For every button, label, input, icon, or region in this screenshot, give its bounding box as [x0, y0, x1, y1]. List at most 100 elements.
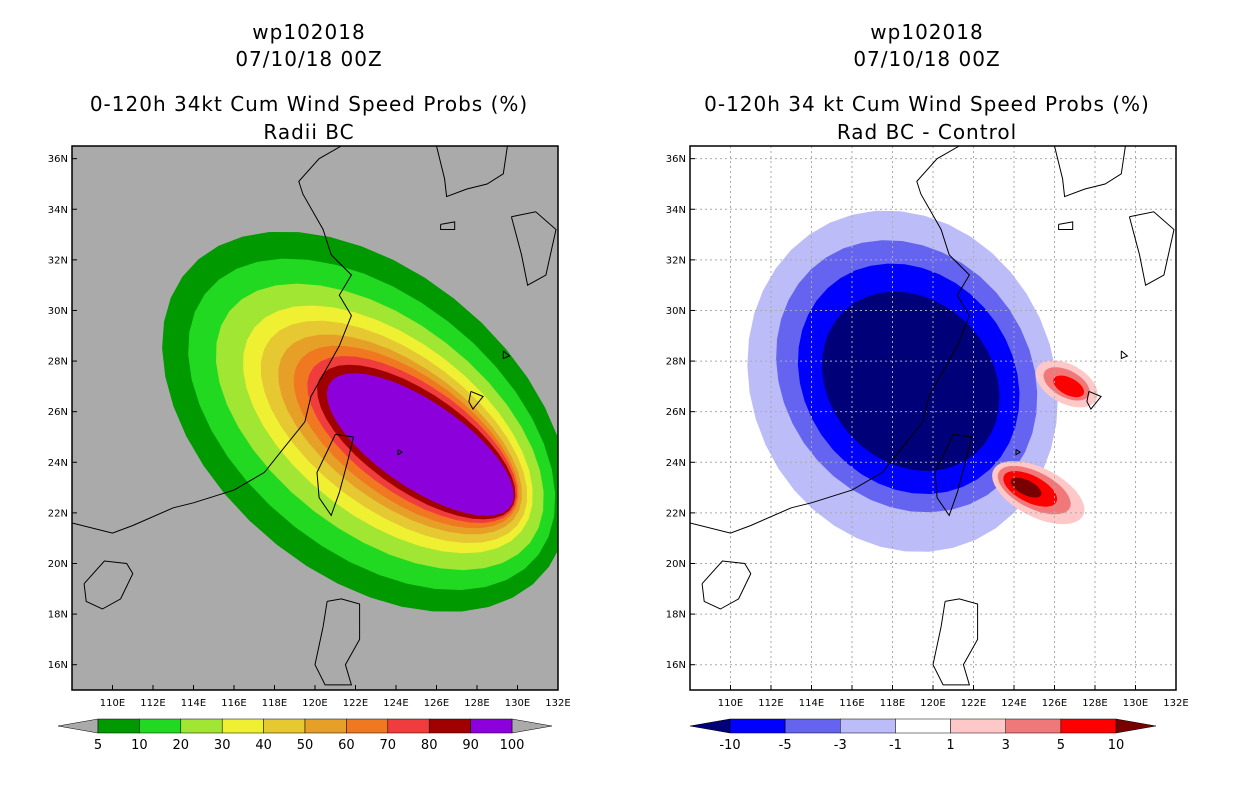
left-y-tick-label: 30N: [48, 306, 68, 317]
right-x-tick-label: 126E: [1042, 698, 1067, 709]
right-positive-contour-2: [1053, 375, 1085, 398]
right-colorbar-label: 10: [1108, 738, 1125, 753]
right-colorbar-label: 3: [1002, 738, 1010, 753]
right-title-date: 07/10/18 00Z: [853, 47, 1001, 71]
right-coastline-0: [690, 146, 971, 534]
left-y-tick-label: 36N: [48, 154, 68, 165]
right-title-product: 0-120h 34 kt Cum Wind Speed Probs (%): [704, 92, 1150, 116]
right-colorbar-label: -5: [779, 738, 792, 753]
left-colorbar-swatch: [97, 718, 140, 734]
right-x-tick-label: 132E: [1163, 698, 1188, 709]
left-colorbar-swatch: [387, 718, 430, 734]
left-x-tick-label: 128E: [464, 698, 489, 709]
right-x-tick-label: 118E: [880, 698, 905, 709]
left-colorbar-swatch: [263, 718, 306, 734]
right-x-tick-label: 124E: [1001, 698, 1026, 709]
right-y-tick-label: 32N: [666, 255, 686, 266]
right-y-tick-label: 20N: [666, 559, 686, 570]
left-panel: wp102018 07/10/18 00Z 0-120h 34kt Cum Wi…: [48, 20, 571, 753]
right-x-tick-label: 114E: [799, 698, 824, 709]
left-colorbar-swatch: [428, 718, 471, 734]
left-x-tick-label: 122E: [343, 698, 368, 709]
right-colorbar-under-arrow: [689, 718, 731, 734]
left-colorbar-label: 60: [338, 738, 355, 753]
left-colorbar-label: 20: [173, 738, 190, 753]
left-x-tick-label: 124E: [383, 698, 408, 709]
right-probability-field: [690, 146, 1176, 690]
left-map-chart: 110E 112E 114E 116E 118E 120E 122E 124E 126E 128E…: [48, 145, 571, 753]
left-contour-90: [326, 373, 514, 516]
left-colorbar-swatch: [180, 718, 223, 734]
left-y-tick-label: 28N: [48, 357, 68, 368]
left-colorbar-label: 70: [380, 738, 397, 753]
left-x-tick-label: 130E: [505, 698, 530, 709]
left-y-tick-label: 34N: [48, 205, 68, 216]
right-coastline-7: [1086, 390, 1102, 411]
left-coastline-0: [72, 146, 353, 534]
right-coastline-4: [1054, 146, 1126, 198]
left-y-tick-label: 24N: [48, 458, 68, 469]
left-x-tick-label: 110E: [100, 698, 125, 709]
right-colorbar-over-arrow: [1115, 718, 1157, 734]
right-colorbar-swatch: [895, 718, 951, 734]
right-colorbar-label: 1: [946, 738, 954, 753]
right-coastline-5: [1128, 211, 1175, 286]
left-colorbar-label: 90: [462, 738, 479, 753]
left-y-tick-label: 32N: [48, 255, 68, 266]
left-coastline-9: [502, 350, 511, 360]
left-x-tick-label: 116E: [221, 698, 246, 709]
right-y-tick-label: 30N: [666, 306, 686, 317]
right-colorbar-label: -1: [889, 738, 902, 753]
left-colorbar-label: 80: [421, 738, 438, 753]
right-y-tick-label: 26N: [666, 407, 686, 418]
left-colorbar-swatch: [221, 718, 264, 734]
left-x-tick-label: 120E: [302, 698, 327, 709]
right-x-tick-label: 128E: [1082, 698, 1107, 709]
left-y-tick-label: 20N: [48, 559, 68, 570]
left-colorbar-label: 100: [500, 738, 525, 753]
left-colorbar-over-arrow: [511, 718, 553, 734]
right-coastline-2: [701, 560, 752, 610]
left-coastline-5: [510, 211, 557, 286]
right-colorbar-label: 5: [1057, 738, 1065, 753]
right-y-tick-label: 24N: [666, 458, 686, 469]
left-colorbar-label: 30: [214, 738, 231, 753]
left-probability-field: [72, 146, 558, 686]
right-colorbar-swatch: [840, 718, 896, 734]
left-x-tick-label: 118E: [262, 698, 287, 709]
left-colorbar-swatch: [139, 718, 182, 734]
left-y-tick-label: 22N: [48, 508, 68, 519]
left-colorbar-swatch: [304, 718, 347, 734]
left-y-tick-label: 26N: [48, 407, 68, 418]
right-coastline-6: [1058, 221, 1074, 230]
left-y-tick-label: 18N: [48, 610, 68, 621]
right-y-tick-label: 34N: [666, 205, 686, 216]
right-panel: wp102018 07/10/18 00Z 0-120h 34 kt Cum W…: [618, 0, 1236, 800]
right-colorbar-label: -3: [834, 738, 847, 753]
right-x-tick-label: 122E: [961, 698, 986, 709]
left-coastline-4: [436, 146, 508, 198]
right-negative-contour-3: [822, 291, 1000, 471]
left-x-tick-label: 126E: [424, 698, 449, 709]
left-coastline-1: [316, 433, 355, 517]
left-coastline-8: [397, 449, 404, 456]
left-x-tick-label: 132E: [545, 698, 570, 709]
right-coastline-9: [1120, 350, 1129, 360]
right-y-tick-label: 18N: [666, 610, 686, 621]
right-colorbar-swatch: [784, 718, 841, 734]
left-x-tick-label: 114E: [181, 698, 206, 709]
right-coastline-8: [1015, 449, 1022, 456]
right-coastline-1: [934, 433, 973, 517]
right-x-tick-label: 110E: [718, 698, 743, 709]
right-y-tick-label: 28N: [666, 357, 686, 368]
right-x-tick-label: 120E: [920, 698, 945, 709]
left-colorbar-swatch: [470, 718, 513, 734]
left-colorbar-label: 10: [131, 738, 148, 753]
right-y-tick-label: 36N: [666, 154, 686, 165]
left-colorbar-label: 50: [297, 738, 314, 753]
right-colorbar-swatch: [1060, 718, 1117, 734]
right-x-tick-label: 116E: [839, 698, 864, 709]
right-y-tick-label: 22N: [666, 508, 686, 519]
right-colorbar-label: -10: [719, 738, 740, 753]
left-coastline-7: [468, 390, 484, 411]
